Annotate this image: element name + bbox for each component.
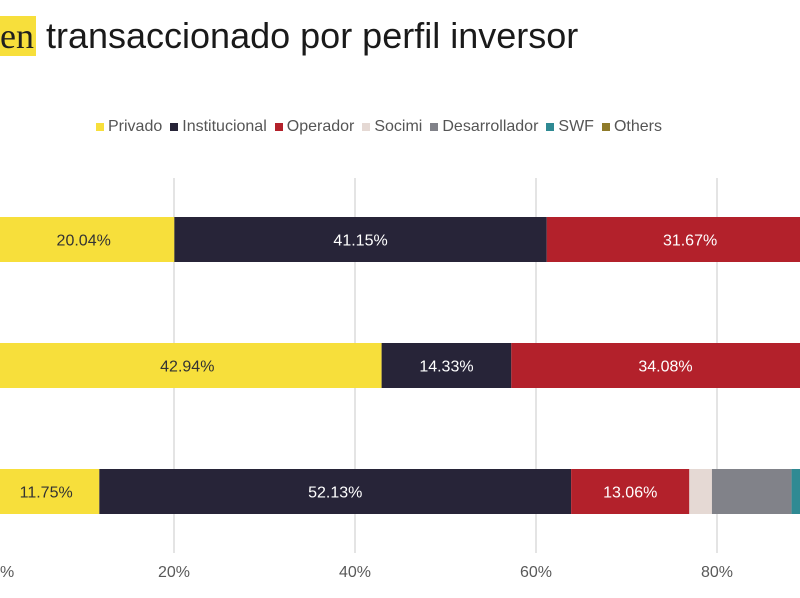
x-tick-label: 40% (339, 564, 371, 581)
data-label: 41.15% (333, 233, 387, 250)
bar-segment-institucional (99, 469, 572, 514)
data-label: 31.67% (663, 233, 717, 250)
title-text: transaccionado por perfil inversor (45, 15, 579, 56)
bar-segment-privado (0, 469, 100, 514)
data-label: 42.94% (160, 359, 214, 376)
bar-segment-operador (571, 469, 690, 514)
legend-item-others: Others (601, 118, 662, 136)
bar-segment-desarrollador (711, 469, 792, 514)
bar-segment-privado (0, 217, 175, 262)
legend-item-operador: Operador (274, 118, 355, 136)
bar-segment-institucional (174, 217, 547, 262)
legend-swatch (170, 123, 179, 131)
bar-segment-swf (791, 469, 800, 514)
chart-legend: Privado Institucional Operador Socimi Desarr… (96, 116, 670, 138)
legend-swatch (430, 123, 439, 131)
bar-segment-operador (546, 217, 800, 262)
legend-label: Operador (286, 118, 355, 135)
bar-segment-socimi (689, 469, 712, 514)
legend-item-institucional: Institucional (170, 118, 267, 136)
legend-swatch (362, 123, 371, 131)
x-tick-label: 20% (158, 564, 190, 581)
data-label: 52.13% (308, 485, 362, 502)
x-tick-label: 80% (701, 564, 733, 581)
bar-segment-privado (0, 343, 382, 388)
x-tick-label: 60% (520, 564, 552, 581)
legend-label: Desarrollador (442, 118, 539, 135)
data-label: 11.75% (20, 485, 73, 502)
data-label: 13.06% (603, 485, 657, 502)
title-highlight: en (0, 16, 36, 56)
x-tick-label: % (0, 564, 14, 581)
legend-swatch (601, 123, 610, 131)
legend-label: Privado (108, 118, 163, 135)
legend-label: Socimi (374, 118, 423, 135)
data-label: 20.04% (57, 233, 111, 250)
data-label: 34.08% (638, 359, 692, 376)
page-title: en transaccionado por perfil inversor (0, 8, 578, 64)
legend-label: SWF (558, 118, 594, 135)
legend-item-desarrollador: Desarrollador (430, 118, 538, 136)
data-label: 14.33% (419, 359, 473, 376)
legend-swatch (546, 123, 555, 131)
legend-label: Institucional (182, 118, 267, 135)
legend-item-swf: SWF (546, 118, 594, 136)
legend-swatch (96, 123, 104, 131)
legend-item-privado: Privado (96, 118, 162, 136)
legend-swatch (274, 123, 283, 131)
bar-segment-institucional (381, 343, 512, 388)
bar-segment-operador (511, 343, 800, 388)
legend-label: Others (613, 118, 662, 135)
legend-item-socimi: Socimi (362, 118, 422, 136)
